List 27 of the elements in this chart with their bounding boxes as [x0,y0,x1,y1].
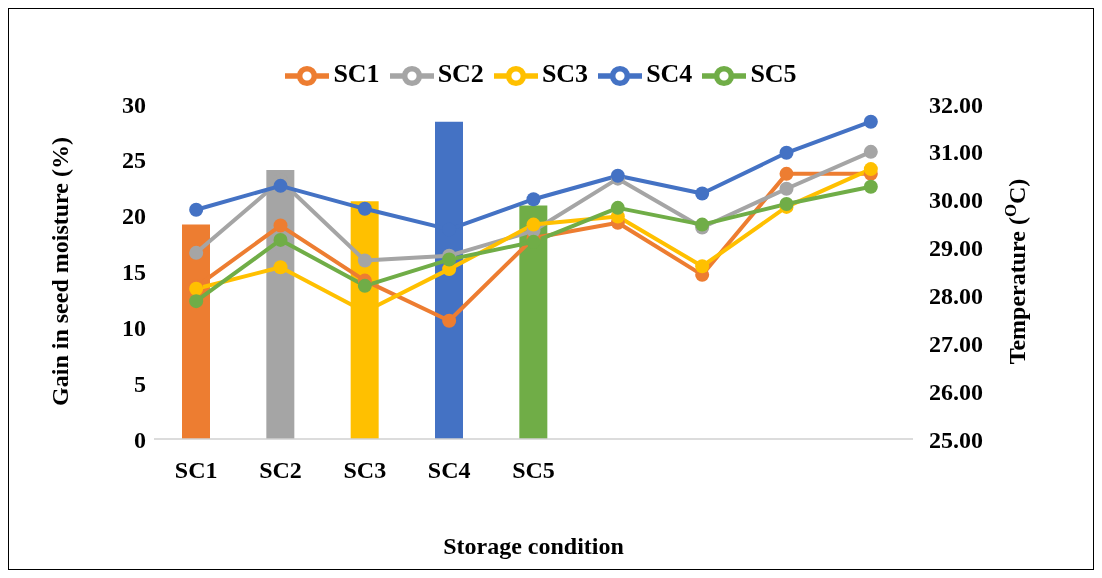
legend-label: SC5 [750,58,797,88]
legend-label: SC3 [541,58,589,88]
y-axis-title: Gain in seed moisture (%) [46,137,73,406]
y2-tick-label: 32.00 [929,91,983,118]
y-tick-label: 0 [134,426,146,453]
x-tick-label: SC5 [512,457,555,484]
x-tick-label: SC3 [343,457,387,484]
x-tick-label: SC2 [259,457,302,484]
y-tick-label: 10 [122,314,146,341]
x-tick-label: SC1 [174,457,218,484]
y2-tick-label: 31.00 [929,139,983,166]
y2-tick-label: 26.00 [929,378,983,405]
legend-label: SC2 [437,58,484,88]
y2-tick-label: 25.00 [929,426,983,453]
y-tick-label: 15 [122,259,146,286]
y2-tick-label: 27.00 [929,330,983,357]
y-tick-label: 20 [122,203,146,230]
y2-tick-label: 29.00 [929,235,983,262]
y-tick-label: 30 [122,91,146,118]
x-axis-title: Storage condition [443,533,624,559]
legend-label: SC1 [333,58,380,88]
x-tick-label: SC4 [427,457,471,484]
y-tick-label: 25 [122,147,146,174]
y2-tick-label: 28.00 [929,282,983,309]
legend-label: SC4 [646,58,693,88]
y-tick-label: 5 [134,370,146,397]
y2-tick-label: 30.00 [929,187,983,214]
